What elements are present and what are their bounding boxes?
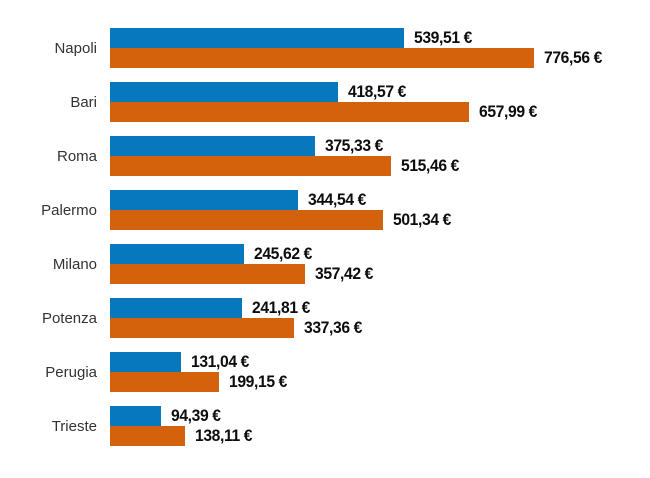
bar-group: 241,81 €337,36 €: [110, 298, 650, 338]
bar-line: 245,62 €: [110, 244, 650, 264]
orange-series-bar: [110, 156, 392, 176]
orange-series-value-label: 776,56 €: [543, 48, 602, 67]
blue-series-bar: [110, 298, 242, 318]
bar-group: 539,51 € 776,56 €: [110, 28, 650, 68]
category-label: Napoli: [54, 39, 97, 57]
orange-series-bar: [110, 48, 534, 68]
orange-series-value-label: 138,11 €: [195, 426, 253, 445]
chart-rows: Napoli 539,51 € 776,56 € Bari 418,57 € 657,99…: [0, 28, 650, 446]
orange-series-value-label: 515,46 €: [401, 156, 460, 175]
blue-series-bar: [110, 190, 298, 210]
bar-line: 357,42 €: [110, 264, 650, 284]
blue-series-value-label: 245,62 €: [253, 244, 312, 263]
orange-series-value-label: 657,99 €: [478, 102, 537, 121]
blue-series-value-label: 131,04 €: [191, 352, 250, 371]
category-label: Potenza: [41, 309, 97, 327]
bar-line: 375,33 €: [110, 136, 650, 156]
chart-row: Napoli 539,51 € 776,56 €: [0, 28, 650, 68]
category-label: Milano: [52, 255, 97, 273]
blue-series-bar: [110, 136, 315, 156]
chart-row: Bari 418,57 € 657,99 €: [0, 82, 650, 122]
chart-row: Palermo 344,54 € 501,34 €: [0, 190, 650, 230]
chart-row: Perugia 131,04 €199,15 €: [0, 352, 650, 392]
bar-line: 344,54 €: [110, 190, 650, 210]
orange-series-value-label: 501,34 €: [393, 210, 452, 229]
bar-group: 245,62 €357,42 €: [110, 244, 650, 284]
orange-series-value-label: 199,15 €: [228, 372, 287, 391]
bar-line: 501,34 €: [110, 210, 650, 230]
bar-line: 337,36 €: [110, 318, 650, 338]
bar-line: 199,15 €: [110, 372, 650, 392]
blue-series-value-label: 418,57 €: [348, 82, 407, 101]
orange-series-bar: [110, 426, 186, 446]
bar-line: 539,51 €: [110, 28, 650, 48]
blue-series-value-label: 375,33 €: [324, 136, 383, 155]
blue-series-bar: [110, 82, 339, 102]
bar-line: 138,11 €: [110, 426, 650, 446]
bar-line: 657,99 €: [110, 102, 650, 122]
category-label: Trieste: [51, 417, 97, 435]
chart-row: Roma 375,33 € 515,46 €: [0, 136, 650, 176]
blue-series-bar: [110, 28, 405, 48]
orange-series-bar: [110, 210, 384, 230]
category-label: Perugia: [45, 363, 97, 381]
category-label: Bari: [70, 93, 97, 111]
chart-row: Milano 245,62 €357,42 €: [0, 244, 650, 284]
bar-group: 375,33 € 515,46 €: [110, 136, 650, 176]
category-label: Palermo: [41, 201, 97, 219]
blue-series-value-label: 539,51 €: [414, 28, 473, 47]
orange-series-bar: [110, 102, 469, 122]
bar-line: 776,56 €: [110, 48, 650, 68]
orange-series-value-label: 337,36 €: [304, 318, 362, 337]
blue-series-bar: [110, 244, 244, 264]
blue-series-bar: [110, 406, 162, 426]
bar-line: 418,57 €: [110, 82, 650, 102]
bar-group: 344,54 € 501,34 €: [110, 190, 650, 230]
category-label: Roma: [56, 147, 97, 165]
bar-group: 418,57 € 657,99 €: [110, 82, 650, 122]
orange-series-bar: [110, 372, 219, 392]
blue-series-value-label: 94,39 €: [171, 406, 222, 425]
chart-row: Trieste 94,39 €138,11 €: [0, 406, 650, 446]
bar-line: 131,04 €: [110, 352, 650, 372]
orange-series-bar: [110, 264, 305, 284]
chart-row: Potenza 241,81 €337,36 €: [0, 298, 650, 338]
orange-series-value-label: 357,42 €: [314, 264, 373, 283]
bar-line: 515,46 €: [110, 156, 650, 176]
bar-line: 241,81 €: [110, 298, 650, 318]
bar-group: 94,39 €138,11 €: [110, 406, 650, 446]
blue-series-value-label: 344,54 €: [307, 190, 366, 209]
bar-line: 94,39 €: [110, 406, 650, 426]
orange-series-bar: [110, 318, 294, 338]
bar-group: 131,04 €199,15 €: [110, 352, 650, 392]
blue-series-value-label: 241,81 €: [251, 298, 310, 317]
blue-series-bar: [110, 352, 182, 372]
